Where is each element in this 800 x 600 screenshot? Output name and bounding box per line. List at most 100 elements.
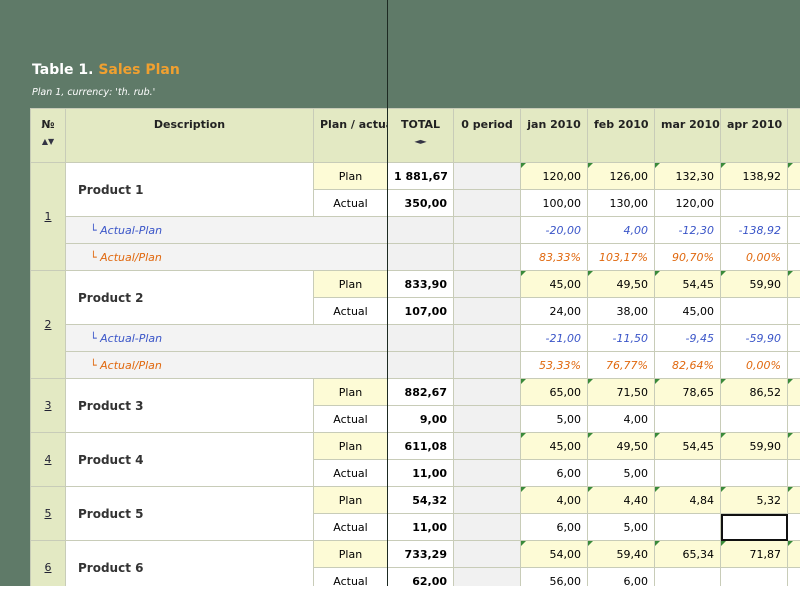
overflow-cell xyxy=(787,432,800,460)
diff-row: └ Actual-Plan -21,00 -11,50 -9,45 -59,90 xyxy=(31,324,800,352)
overflow-cell xyxy=(787,324,800,352)
plan-value[interactable]: 54,45 xyxy=(654,432,721,460)
plan-value[interactable]: 138,92 xyxy=(720,162,788,190)
plan-value[interactable]: 54,45 xyxy=(654,270,721,298)
actual-value[interactable]: 24,00 xyxy=(520,297,588,325)
actual-value[interactable]: 5,00 xyxy=(587,513,655,541)
column-title: 0 period xyxy=(461,118,513,131)
row-link[interactable]: 1 xyxy=(44,210,52,223)
divider xyxy=(387,0,388,600)
plan-value[interactable]: 71,87 xyxy=(720,540,788,568)
actual-value[interactable]: 6,00 xyxy=(520,459,588,487)
actual-total: 11,00 xyxy=(387,459,454,487)
diff-value: -9,45 xyxy=(654,324,721,352)
row-number: 6 xyxy=(30,540,66,595)
actual-value[interactable] xyxy=(720,297,788,325)
plan-value[interactable]: 59,90 xyxy=(720,270,788,298)
plan-row: 1 Product 1 Plan 1 881,67 120,00 126,00 132,30… xyxy=(30,162,800,271)
zero-period xyxy=(453,351,521,379)
column-title: Description xyxy=(153,118,226,131)
actual-value[interactable] xyxy=(720,459,788,487)
column-header[interactable]: mar 2010 xyxy=(654,108,721,163)
row-link[interactable]: 4 xyxy=(44,453,52,466)
actual-total: 9,00 xyxy=(387,405,454,433)
overflow-cell xyxy=(787,162,800,190)
plan-value[interactable]: 49,50 xyxy=(587,270,655,298)
actual-value[interactable] xyxy=(654,405,721,433)
actual-value[interactable]: 100,00 xyxy=(520,189,588,217)
actual-value[interactable] xyxy=(720,513,788,541)
actual-value[interactable]: 120,00 xyxy=(654,189,721,217)
row-link[interactable]: 5 xyxy=(44,507,52,520)
actual-value[interactable]: 130,00 xyxy=(587,189,655,217)
column-header[interactable]: apr 2010 xyxy=(720,108,788,163)
row-link[interactable]: 6 xyxy=(44,561,52,574)
plan-total: 833,90 xyxy=(387,270,454,298)
ratio-value: 53,33% xyxy=(520,351,588,379)
plan-value[interactable]: 132,30 xyxy=(654,162,721,190)
plan-value[interactable]: 78,65 xyxy=(654,378,721,406)
plan-value[interactable]: 59,40 xyxy=(587,540,655,568)
plan-value[interactable]: 65,34 xyxy=(654,540,721,568)
overflow-cell xyxy=(787,297,800,325)
plan-label: Plan xyxy=(313,162,388,190)
row-link[interactable]: 2 xyxy=(44,318,52,331)
column-header[interactable]: jan 2010 xyxy=(520,108,588,163)
actual-value[interactable]: 38,00 xyxy=(587,297,655,325)
plan-label: Plan xyxy=(313,378,388,406)
plan-value[interactable]: 4,40 xyxy=(587,486,655,514)
plan-value[interactable]: 86,52 xyxy=(720,378,788,406)
column-header[interactable]: 0 period xyxy=(453,108,521,163)
plan-value[interactable]: 126,00 xyxy=(587,162,655,190)
plan-value[interactable]: 59,90 xyxy=(720,432,788,460)
row-link[interactable]: 3 xyxy=(44,399,52,412)
actual-value[interactable] xyxy=(720,189,788,217)
plan-value[interactable]: 4,00 xyxy=(520,486,588,514)
ratio-value: 76,77% xyxy=(587,351,655,379)
actual-value[interactable] xyxy=(654,459,721,487)
plan-total: 882,67 xyxy=(387,378,454,406)
subtitle: Plan 1, currency: 'th. rub.' xyxy=(32,87,156,98)
plan-value[interactable]: 4,84 xyxy=(654,486,721,514)
plan-value[interactable]: 45,00 xyxy=(520,270,588,298)
column-header[interactable]: Plan / actual xyxy=(313,108,388,163)
plan-row: 6 Product 6 Plan 733,29 54,00 59,40 65,34 71,87 xyxy=(30,540,800,595)
actual-value[interactable] xyxy=(654,513,721,541)
column-header[interactable]: feb 2010 xyxy=(587,108,655,163)
empty-total xyxy=(387,216,454,244)
ratio-value: 103,17% xyxy=(587,243,655,271)
plan-row: 4 Product 4 Plan 611,08 45,00 49,50 54,45 59,90 xyxy=(30,432,800,487)
plan-total: 733,29 xyxy=(387,540,454,568)
plan-value[interactable]: 5,32 xyxy=(720,486,788,514)
actual-value[interactable] xyxy=(720,405,788,433)
actual-value[interactable]: 45,00 xyxy=(654,297,721,325)
plan-value[interactable]: 71,50 xyxy=(587,378,655,406)
diff-value: -12,30 xyxy=(654,216,721,244)
row-number: 5 xyxy=(30,486,66,541)
overflow-cell xyxy=(787,189,800,217)
actual-value[interactable]: 5,00 xyxy=(587,459,655,487)
plan-value[interactable]: 49,50 xyxy=(587,432,655,460)
row-number: 3 xyxy=(30,378,66,433)
ratio-value: 83,33% xyxy=(520,243,588,271)
plan-value[interactable]: 45,00 xyxy=(520,432,588,460)
table-body: 1 Product 1 Plan 1 881,67 120,00 126,00 132,30… xyxy=(30,162,800,595)
actual-value[interactable]: 4,00 xyxy=(587,405,655,433)
plan-value[interactable]: 120,00 xyxy=(520,162,588,190)
column-title: mar 2010 xyxy=(661,118,720,131)
ratio-label: └ Actual/Plan xyxy=(65,243,388,271)
actual-value[interactable]: 5,00 xyxy=(520,405,588,433)
plan-value[interactable]: 65,00 xyxy=(520,378,588,406)
column-header[interactable]: TOTAL ◄► xyxy=(387,108,454,163)
column-header[interactable]: № ▲▼ xyxy=(30,108,66,163)
empty-total xyxy=(387,243,454,271)
actual-value[interactable]: 6,00 xyxy=(520,513,588,541)
sales-table: № ▲▼ Description Plan / actual TOTAL ◄► 0 peri… xyxy=(30,108,800,595)
diff-value: -21,00 xyxy=(520,324,588,352)
column-header[interactable]: Description xyxy=(65,108,314,163)
overflow-cell xyxy=(787,216,800,244)
actual-label: Actual xyxy=(313,513,388,541)
plan-value[interactable]: 54,00 xyxy=(520,540,588,568)
overflow-cell xyxy=(787,270,800,298)
